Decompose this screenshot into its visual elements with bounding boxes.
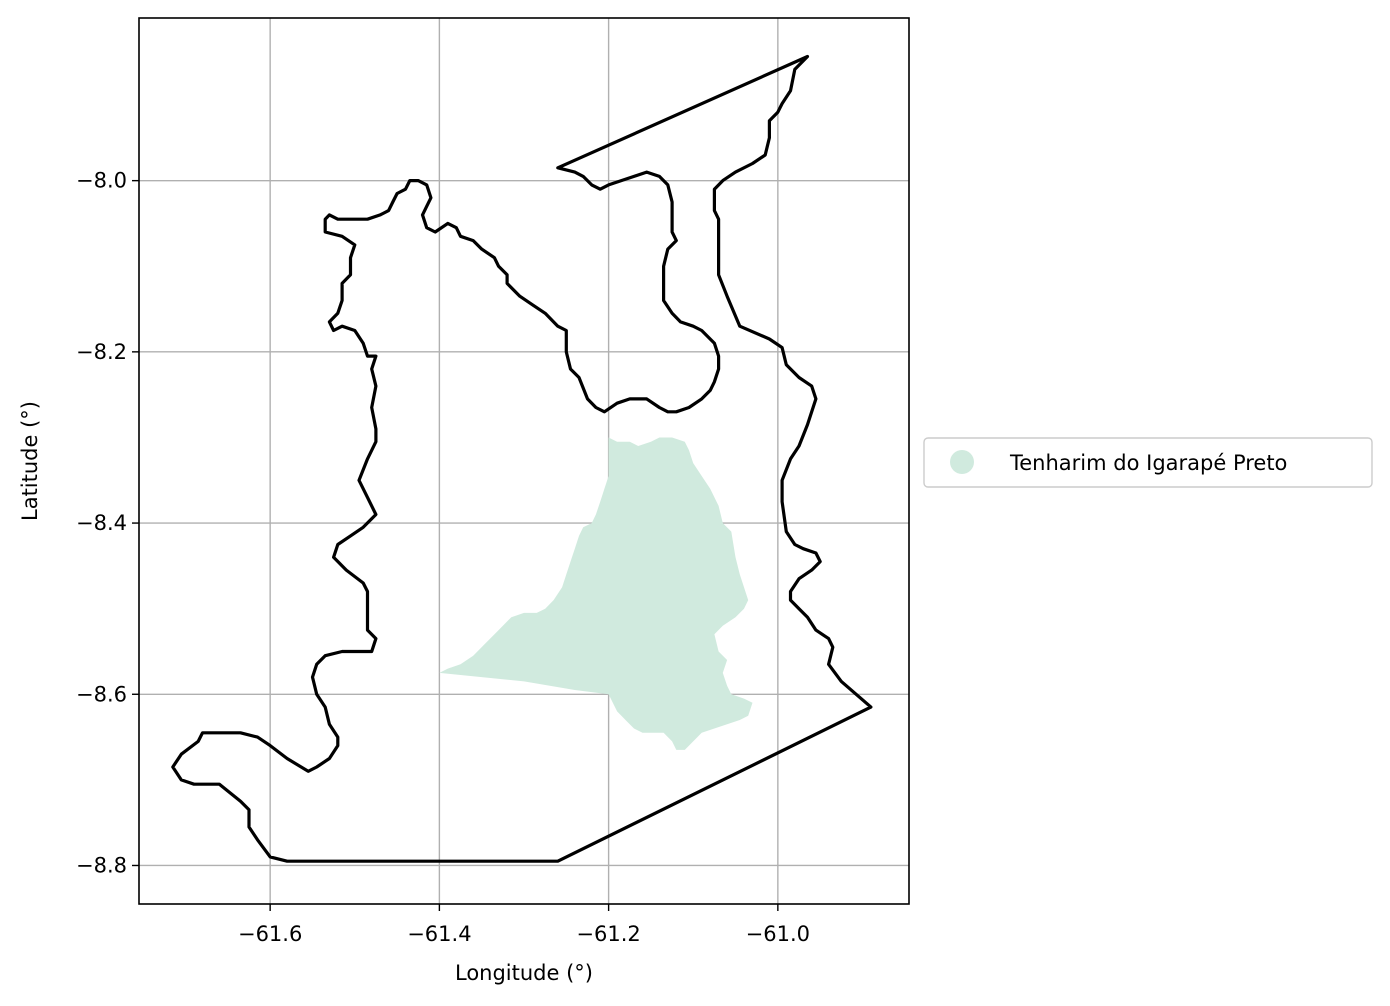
map-layers [171,54,873,863]
x-tick-label: −61.6 [238,922,302,946]
y-tick-label: −8.4 [76,511,127,535]
boundary-outline [171,54,873,863]
legend: Tenharim do Igarapé Preto [923,437,1373,488]
y-tick-label: −8.8 [76,853,127,877]
y-tick-label: −8.2 [76,340,127,364]
axes-frame [138,17,910,905]
legend-label: Tenharim do Igarapé Preto [1009,451,1287,475]
legend-frame [923,437,1373,488]
y-axis-label: Latitude (°) [18,401,42,521]
legend-marker [950,450,974,474]
plot-area [139,18,909,904]
x-axis-label: Longitude (°) [455,961,593,985]
x-tick-label: −61.2 [576,922,640,946]
axis-ticks: −61.6 −61.4 −61.2 −61.0 −8.0 −8.2 −8.4 −8.6 −8.8 [76,169,810,946]
y-tick-label: −8.0 [76,169,127,193]
x-tick-label: −61.0 [746,922,810,946]
x-tick-label: −61.4 [407,922,471,946]
territory-polygon [439,437,753,750]
y-tick-label: −8.6 [76,682,127,706]
